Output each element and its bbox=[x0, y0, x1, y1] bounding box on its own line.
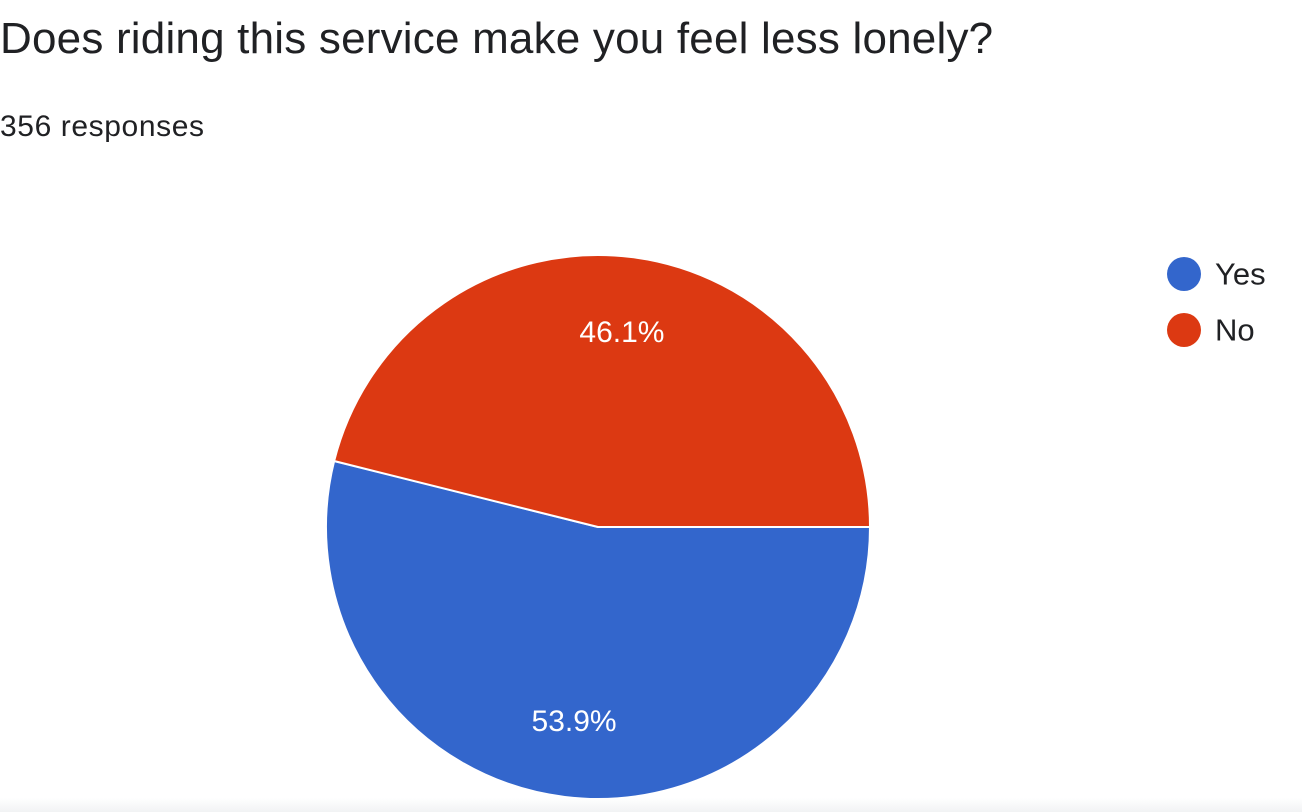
pie-label-yes: 53.9% bbox=[532, 705, 617, 738]
pie-label-no: 46.1% bbox=[579, 316, 664, 349]
question-title: Does riding this service make you feel l… bbox=[0, 14, 994, 63]
legend-swatch-no bbox=[1167, 313, 1201, 347]
legend: Yes No bbox=[1167, 257, 1266, 348]
pie-slices bbox=[325, 254, 872, 800]
pie-slice-yes[interactable] bbox=[325, 459, 872, 800]
legend-swatch-yes bbox=[1167, 257, 1201, 291]
bottom-divider bbox=[0, 798, 1302, 812]
legend-label-no: No bbox=[1215, 313, 1255, 348]
pie-slice-no[interactable] bbox=[332, 254, 872, 528]
pie-labels: 53.9% 46.1% bbox=[532, 316, 665, 738]
response-count: 356 responses bbox=[0, 110, 205, 143]
legend-label-yes: Yes bbox=[1215, 257, 1266, 292]
